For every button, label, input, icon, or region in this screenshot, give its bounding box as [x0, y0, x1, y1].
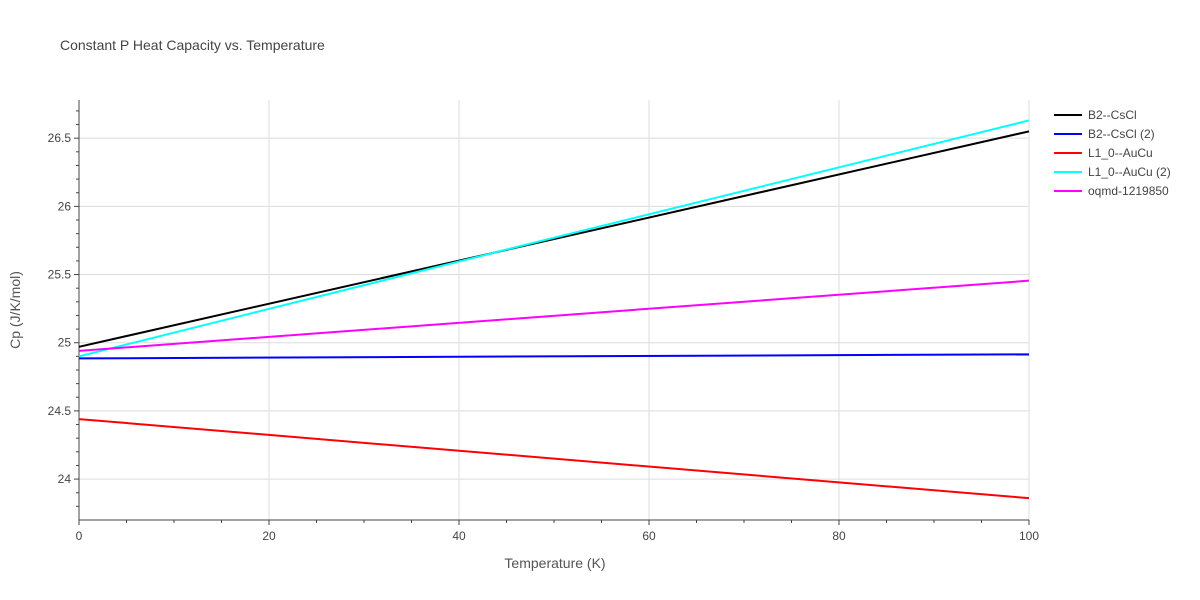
axes: 0 20 40 60 80 100 24 24.5 25 25.5 26 26.5 — [48, 100, 1039, 543]
legend-label: B2--CsCl (2) — [1088, 127, 1155, 141]
series-line-B2--CsCl (2) — [78, 353, 1030, 360]
series-line-L1_0--AuCu — [78, 418, 1030, 500]
y-tick-label: 25 — [58, 336, 72, 350]
legend-label: L1_0--AuCu (2) — [1088, 165, 1171, 179]
legend-label: L1_0--AuCu — [1088, 146, 1153, 160]
chart-title: Constant P Heat Capacity vs. Temperature — [60, 37, 325, 53]
legend-item[interactable]: B2--CsCl (2) — [1054, 127, 1155, 141]
x-tick-label: 0 — [76, 529, 83, 543]
x-axis-title: Temperature (K) — [504, 555, 605, 571]
legend-item[interactable]: B2--CsCl — [1054, 108, 1137, 122]
legend-item[interactable]: L1_0--AuCu (2) — [1054, 165, 1171, 179]
x-tick-label: 60 — [642, 529, 656, 543]
y-tick-label: 24.5 — [48, 404, 72, 418]
grid-lines — [79, 100, 1030, 520]
plot-area — [78, 119, 1030, 500]
y-tick-label: 26.5 — [48, 131, 72, 145]
x-tick-label: 80 — [832, 529, 846, 543]
legend: B2--CsCl B2--CsCl (2) L1_0--AuCu L1_0--AuCu… — [1054, 108, 1171, 198]
y-tick-label: 26 — [58, 199, 72, 213]
y-axis-title: Cp (J/K/mol) — [7, 271, 23, 349]
legend-label: oqmd-1219850 — [1088, 184, 1169, 198]
series-line-L1_0--AuCu (2) — [78, 119, 1030, 358]
legend-item[interactable]: oqmd-1219850 — [1054, 184, 1169, 198]
x-tick-label: 100 — [1019, 529, 1039, 543]
x-tick-label: 40 — [452, 529, 466, 543]
y-tick-label: 25.5 — [48, 268, 72, 282]
series-line-oqmd-1219850 — [78, 279, 1030, 352]
x-tick-label: 20 — [262, 529, 276, 543]
legend-item[interactable]: L1_0--AuCu — [1054, 146, 1153, 160]
legend-label: B2--CsCl — [1088, 108, 1137, 122]
series-line-B2--CsCl — [78, 130, 1030, 348]
y-tick-label: 24 — [58, 472, 72, 486]
